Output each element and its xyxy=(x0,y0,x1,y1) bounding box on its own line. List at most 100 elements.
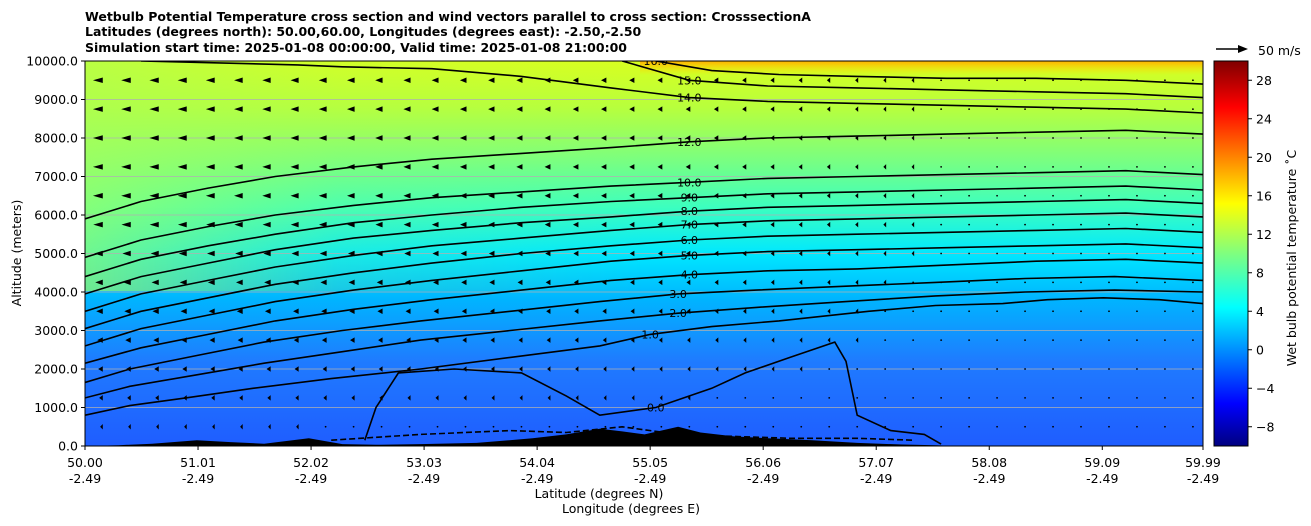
wind-vector xyxy=(771,337,775,343)
wind-vector xyxy=(996,79,998,82)
colorbar-tick-label: 8 xyxy=(1256,265,1264,280)
wind-vector xyxy=(1080,310,1082,313)
wind-vector xyxy=(798,77,803,84)
wind-vector xyxy=(1080,252,1082,255)
wind-vector xyxy=(121,221,131,228)
wind-vector xyxy=(772,425,775,428)
wind-vector xyxy=(234,106,243,112)
wind-vector xyxy=(293,308,299,315)
wind-vector xyxy=(912,396,915,399)
wind-vector xyxy=(240,423,243,430)
wind-vector xyxy=(322,366,327,372)
wind-vector xyxy=(208,308,215,315)
contour-label: -1.0 xyxy=(667,428,688,441)
wind-vector xyxy=(1052,165,1054,168)
x-tick-label-longitude: -2.49 xyxy=(521,471,553,486)
wind-vector xyxy=(742,164,747,170)
x-tick-label-latitude: 56.06 xyxy=(745,455,781,470)
wind-vector xyxy=(290,135,299,141)
wind-vector xyxy=(658,279,663,286)
wind-vector xyxy=(800,396,803,399)
wind-vector xyxy=(124,308,131,315)
wind-vector xyxy=(460,221,467,228)
wind-vector xyxy=(459,106,467,112)
wind-vector xyxy=(1024,281,1026,284)
wind-vector xyxy=(100,423,103,430)
wind-vector xyxy=(1192,223,1194,226)
wind-vector xyxy=(826,106,831,112)
wind-vector xyxy=(1136,368,1138,370)
wind-vector xyxy=(290,106,299,112)
wind-vector xyxy=(1052,79,1054,82)
wind-vector xyxy=(574,337,579,343)
wind-vector xyxy=(657,164,663,170)
wind-vector xyxy=(121,164,131,170)
wind-vector xyxy=(432,250,439,257)
wind-vector xyxy=(1108,310,1110,313)
wind-vector xyxy=(968,368,971,370)
wind-vector xyxy=(1024,310,1026,313)
wind-vector xyxy=(431,135,439,141)
wind-vector xyxy=(206,250,215,257)
wind-vector xyxy=(1024,79,1026,82)
wind-vector xyxy=(1136,339,1138,342)
contour-line xyxy=(655,61,1203,85)
wind-vector xyxy=(1108,252,1110,255)
wind-vector xyxy=(1164,425,1166,428)
wind-vector xyxy=(1192,79,1194,82)
wind-vector xyxy=(1052,396,1054,399)
wind-vector xyxy=(378,337,383,343)
wind-vector xyxy=(576,425,579,428)
wind-vector xyxy=(149,77,159,84)
wind-vector xyxy=(431,221,439,228)
wind-vector xyxy=(403,106,411,112)
wind-vector xyxy=(884,310,887,313)
wind-vector xyxy=(968,223,971,226)
contour-label: 8.0 xyxy=(681,205,699,218)
wind-vector xyxy=(351,395,355,401)
wind-vector xyxy=(516,77,523,84)
wind-vector xyxy=(375,135,383,141)
wind-vector xyxy=(771,308,775,315)
wind-vector xyxy=(291,250,299,257)
wind-vector xyxy=(234,164,243,170)
wind-vector xyxy=(177,106,187,112)
wind-vector xyxy=(1192,281,1194,284)
wind-vector xyxy=(436,425,439,428)
wind-vector xyxy=(940,339,943,342)
wind-vector xyxy=(912,368,915,370)
wind-vector xyxy=(798,221,803,228)
wind-vector xyxy=(266,366,271,372)
wind-vector xyxy=(207,279,215,286)
wind-vector xyxy=(629,192,635,199)
colorbar-tick-label: 12 xyxy=(1256,227,1272,242)
wind-vector xyxy=(519,366,523,372)
x-tick-label-longitude: -2.49 xyxy=(182,471,214,486)
wind-vector xyxy=(968,396,971,399)
wind-vector xyxy=(1136,425,1138,428)
wind-vector xyxy=(996,396,998,399)
wind-vector xyxy=(772,396,775,399)
wind-vector xyxy=(1192,425,1194,428)
wind-vector xyxy=(1052,137,1054,139)
wind-vector xyxy=(128,423,131,430)
wind-vector xyxy=(911,77,915,84)
wind-vector xyxy=(205,192,215,199)
wind-vector xyxy=(121,192,131,199)
wind-vector xyxy=(154,366,159,372)
wind-vector xyxy=(433,308,439,315)
wind-vector xyxy=(267,395,271,401)
wind-vector xyxy=(573,250,579,257)
wind-vector xyxy=(940,252,943,255)
wind-vector xyxy=(321,308,327,315)
plot-area: 1.0 2.0 3.0 4.0 5.0 6.0 7.08.09.0 10.0 12.0 14.0 1… xyxy=(85,61,1203,446)
wind-vector xyxy=(1136,137,1138,139)
wind-vector xyxy=(1108,396,1110,399)
wind-vector xyxy=(742,279,747,286)
wind-vector xyxy=(687,337,691,343)
wind-vector xyxy=(348,279,355,286)
wind-vector xyxy=(149,106,159,112)
wind-vector xyxy=(234,221,243,228)
colorbar-label: Wet bulb potential temperature ˚C xyxy=(1284,149,1299,366)
x-tick-label-longitude: -2.49 xyxy=(1187,471,1219,486)
